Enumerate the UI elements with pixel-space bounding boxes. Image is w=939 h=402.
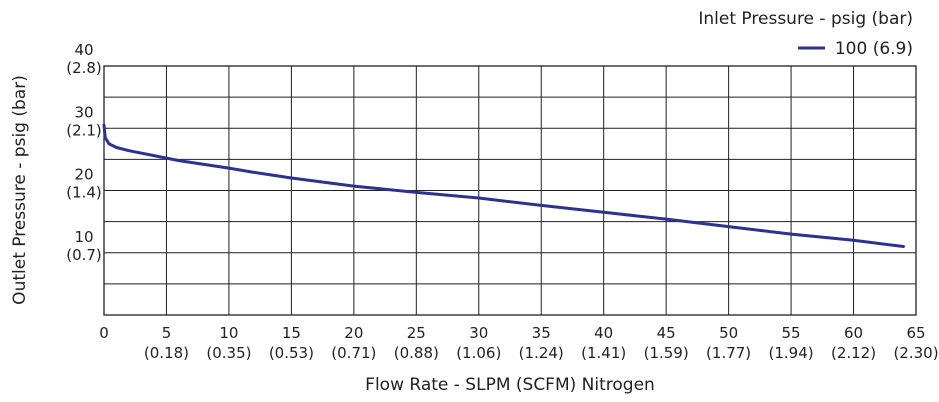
x-tick-sublabel: (0.53) [269,344,314,362]
x-tick-sublabel: (1.77) [706,344,751,362]
x-tick-sublabel: (2.12) [831,344,876,362]
x-tick-label: 15 [282,324,301,342]
x-tick-sublabel: (0.71) [331,344,376,362]
x-tick-label: 25 [407,324,426,342]
x-tick-label: 45 [657,324,676,342]
x-tick-labels: 0 5 (0.18) 10 (0.35) 15 (0.53) 20 (0.71) 25 (0.88)… [99,324,938,362]
y-tick-label: 30 [74,103,93,121]
legend: Inlet Pressure - psig (bar) 100 (6.9) [698,9,913,59]
y-tick-label: 40 [74,41,93,59]
x-tick-sublabel: (1.94) [769,344,814,362]
series-line [102,123,905,248]
y-tick-labels: 10(0.7) 20(1.4) 30(2.1) 40(2.8) [66,41,102,264]
y-axis-title: Outlet Pressure - psig (bar) [10,75,30,305]
y-tick-sublabel: (2.1) [66,121,102,139]
x-tick-label: 50 [719,324,738,342]
x-tick-label: 30 [469,324,488,342]
x-tick-label: 60 [844,324,863,342]
x-tick-sublabel: (1.41) [581,344,626,362]
legend-title: Inlet Pressure - psig (bar) [698,9,913,29]
series-layer [102,123,905,248]
x-tick-label: 10 [219,324,238,342]
x-tick-label: 20 [344,324,363,342]
y-tick-sublabel: (1.4) [66,184,102,202]
x-tick-label: 65 [906,324,925,342]
x-tick-label: 35 [532,324,551,342]
x-tick-sublabel: (1.59) [644,344,689,362]
plot-area [102,65,917,316]
x-tick-label: 0 [99,324,109,342]
y-tick-label: 10 [74,228,93,246]
x-axis-title: Flow Rate - SLPM (SCFM) Nitrogen [365,375,655,395]
x-tick-sublabel: (1.24) [519,344,564,362]
x-tick-label: 5 [162,324,172,342]
y-tick-sublabel: (0.7) [66,246,102,264]
grid [104,66,916,315]
y-tick-label: 20 [74,166,93,184]
x-tick-label: 40 [594,324,613,342]
x-tick-sublabel: (0.18) [144,344,189,362]
x-tick-sublabel: (2.30) [893,344,938,362]
x-tick-label: 55 [782,324,801,342]
x-tick-sublabel: (1.06) [456,344,501,362]
y-tick-sublabel: (2.8) [66,59,102,77]
x-tick-sublabel: (0.35) [206,344,251,362]
x-tick-sublabel: (0.88) [394,344,439,362]
legend-entry-label: 100 (6.9) [835,39,913,59]
